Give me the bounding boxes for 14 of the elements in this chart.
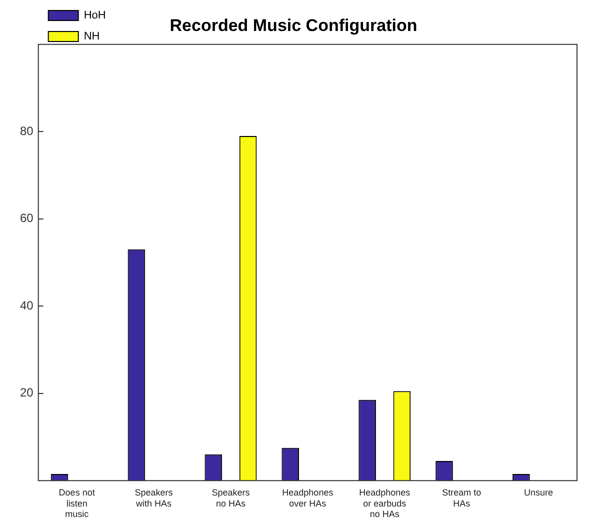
x-tick-label: Headphones over HAs [282, 487, 334, 508]
x-tick-label: Speakers with HAs [134, 487, 174, 508]
y-tick-label: 40 [20, 298, 34, 312]
x-tick-label: Stream to HAs [442, 487, 482, 508]
legend-label: HoH [84, 10, 106, 22]
x-tick-label: Does not listen music [58, 487, 96, 520]
x-tick-label: Unsure [524, 487, 554, 498]
legend-label: NH [84, 30, 100, 43]
x-tick-label: Speakers no HAs [212, 487, 250, 508]
y-tick-label: 20 [20, 386, 34, 400]
y-tick-label: 80 [20, 124, 34, 138]
y-tick-label: 60 [20, 211, 34, 226]
x-tick-label: Headphones or earbuds no HAs [359, 487, 411, 520]
chart-title: Recorded Music Configuration [170, 16, 418, 35]
